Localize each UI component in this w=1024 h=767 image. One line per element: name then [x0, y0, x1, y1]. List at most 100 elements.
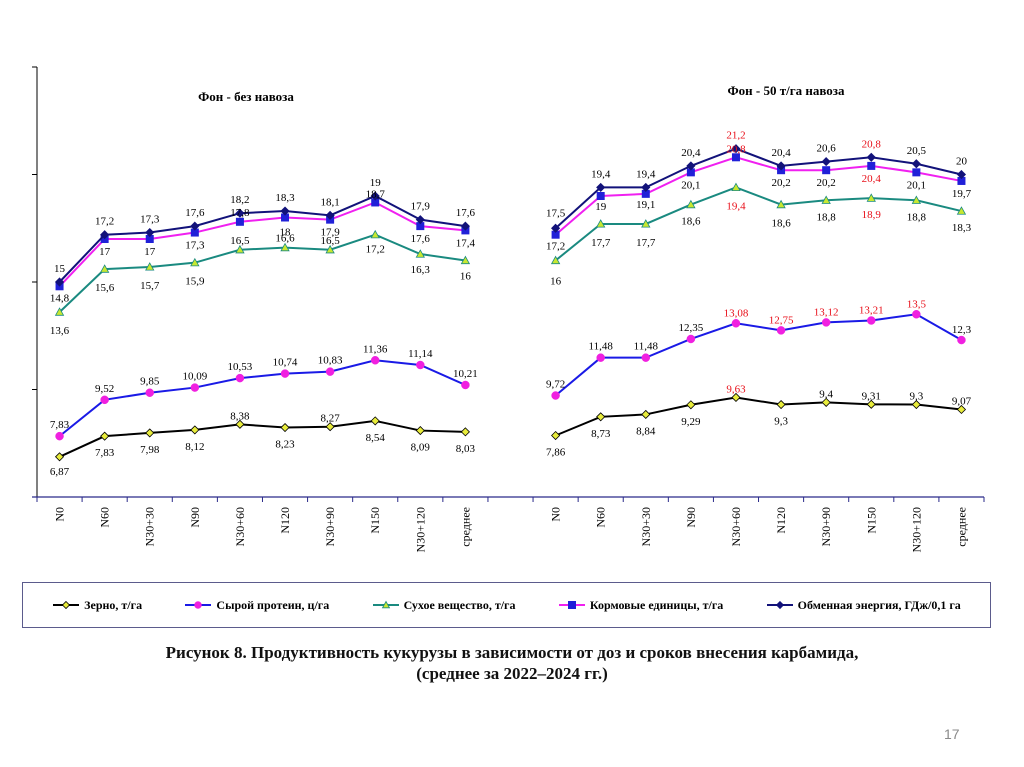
data-label: 18,6: [681, 216, 701, 228]
data-point: [190, 383, 200, 392]
data-label: 11,48: [589, 341, 614, 353]
x-tick-label: N90: [188, 507, 202, 528]
data-point: [551, 391, 560, 400]
data-point: [190, 425, 200, 435]
data-point: [325, 210, 335, 220]
data-label: 17,8: [230, 207, 250, 219]
x-tick-label: N0: [549, 507, 563, 522]
data-label: 8,09: [411, 442, 431, 454]
data-label: 15,7: [140, 280, 160, 292]
legend-label: Сухое вещество, т/га: [403, 597, 516, 612]
data-point: [370, 229, 380, 239]
legend-label: Обменная энергия, ГДж/0,1 га: [797, 597, 961, 612]
data-point: [731, 144, 741, 154]
data-point: [731, 319, 741, 328]
series-energy: [551, 144, 967, 233]
data-point: [957, 335, 966, 345]
data-label: 9,3: [909, 391, 923, 403]
data-label: 9,07: [952, 395, 972, 407]
diamond-marker-icon: [766, 600, 793, 610]
data-point: [415, 425, 425, 436]
data-point: [641, 353, 651, 362]
legend-marker: [775, 600, 784, 610]
data-label: 14,8: [50, 292, 70, 304]
data-label: 20,4: [862, 173, 882, 185]
x-tick-label: N150: [864, 507, 878, 534]
data-label: 16,5: [320, 235, 340, 247]
x-tick-label: N120: [278, 507, 292, 534]
x-tick-label: N0: [53, 507, 67, 522]
data-label: 11,36: [363, 343, 388, 355]
data-point: [776, 399, 786, 410]
data-label: 17,6: [411, 233, 431, 245]
data-point: [867, 161, 876, 170]
data-point: [280, 422, 290, 433]
data-label: 15,9: [185, 276, 205, 288]
data-point: [280, 206, 290, 216]
data-label: 17,9: [320, 227, 340, 239]
data-label: 9,63: [726, 383, 746, 395]
data-label: 17,2: [546, 241, 565, 253]
panel-title: Фон - 50 т/га навоза: [727, 83, 845, 98]
data-label: 17,2: [366, 244, 385, 256]
series-line-grain: [59, 419, 466, 458]
data-label: 12,35: [679, 322, 704, 334]
data-label: 20,4: [771, 147, 791, 159]
data-label: 16,3: [411, 264, 431, 276]
data-point: [145, 388, 154, 397]
series-feed: [551, 153, 966, 239]
diamond-marker-icon: [53, 600, 80, 610]
chart: N0 N60 N30+30 N90 N30+60 N120 N30+90 N150 N30+12…: [32, 66, 985, 552]
data-label: 17,6: [185, 207, 205, 219]
data-label: 20,4: [681, 147, 701, 159]
data-point: [54, 452, 65, 462]
x-tick-label: N30+30: [639, 507, 653, 546]
data-point: [145, 428, 155, 438]
data-point: [460, 221, 470, 231]
data-point: [235, 419, 245, 429]
data-point: [370, 416, 380, 426]
legend-marker: [62, 600, 71, 610]
data-label: 7,98: [140, 444, 160, 456]
data-label: 9,72: [546, 379, 565, 391]
x-tick-label: N30+120: [909, 507, 923, 552]
series-line-protein: [554, 313, 962, 397]
data-label: 8,73: [591, 428, 611, 440]
data-label: 17,7: [636, 237, 656, 249]
data-point: [821, 157, 831, 167]
data-label: 10,74: [273, 357, 298, 369]
panel-title: Фон - без навоза: [198, 89, 294, 104]
data-point: [911, 399, 921, 410]
data-label: 10,53: [228, 361, 253, 373]
data-point: [100, 395, 109, 405]
series-dry: [54, 229, 471, 316]
series-line-energy: [58, 194, 466, 283]
data-label: 17,9: [411, 201, 431, 213]
data-label: 20,1: [681, 179, 700, 191]
panel-titles: Фон - без навоза Фон - 50 т/га навоза: [198, 83, 845, 104]
series-line-grain: [555, 396, 962, 437]
data-point: [686, 199, 696, 209]
data-label: 20,8: [862, 138, 882, 150]
data-label: 18,7: [366, 188, 386, 200]
data-label: 18,2: [230, 194, 249, 206]
data-label: 20,6: [817, 143, 837, 155]
x-tick-label: N30+60: [729, 507, 743, 546]
data-point: [641, 409, 651, 420]
data-point: [731, 182, 741, 192]
data-point: [776, 161, 786, 171]
data-label: 13,12: [814, 306, 839, 318]
data-point: [596, 353, 605, 362]
caption-line-1: Рисунок 8. Продуктивность кукурузы в зав…: [165, 643, 859, 662]
x-tick-label: N30+90: [819, 507, 833, 546]
data-point: [415, 249, 425, 258]
data-point: [596, 412, 606, 422]
series-grain: [551, 392, 967, 441]
legend-label: Сырой протеин, ц/га: [216, 597, 330, 612]
x-tick-label: N30+90: [323, 507, 337, 546]
data-point: [821, 195, 831, 204]
data-label: 10,21: [453, 368, 478, 380]
data-point: [956, 404, 967, 415]
data-label: 8,27: [320, 413, 340, 425]
data-label: 9,52: [95, 383, 114, 395]
